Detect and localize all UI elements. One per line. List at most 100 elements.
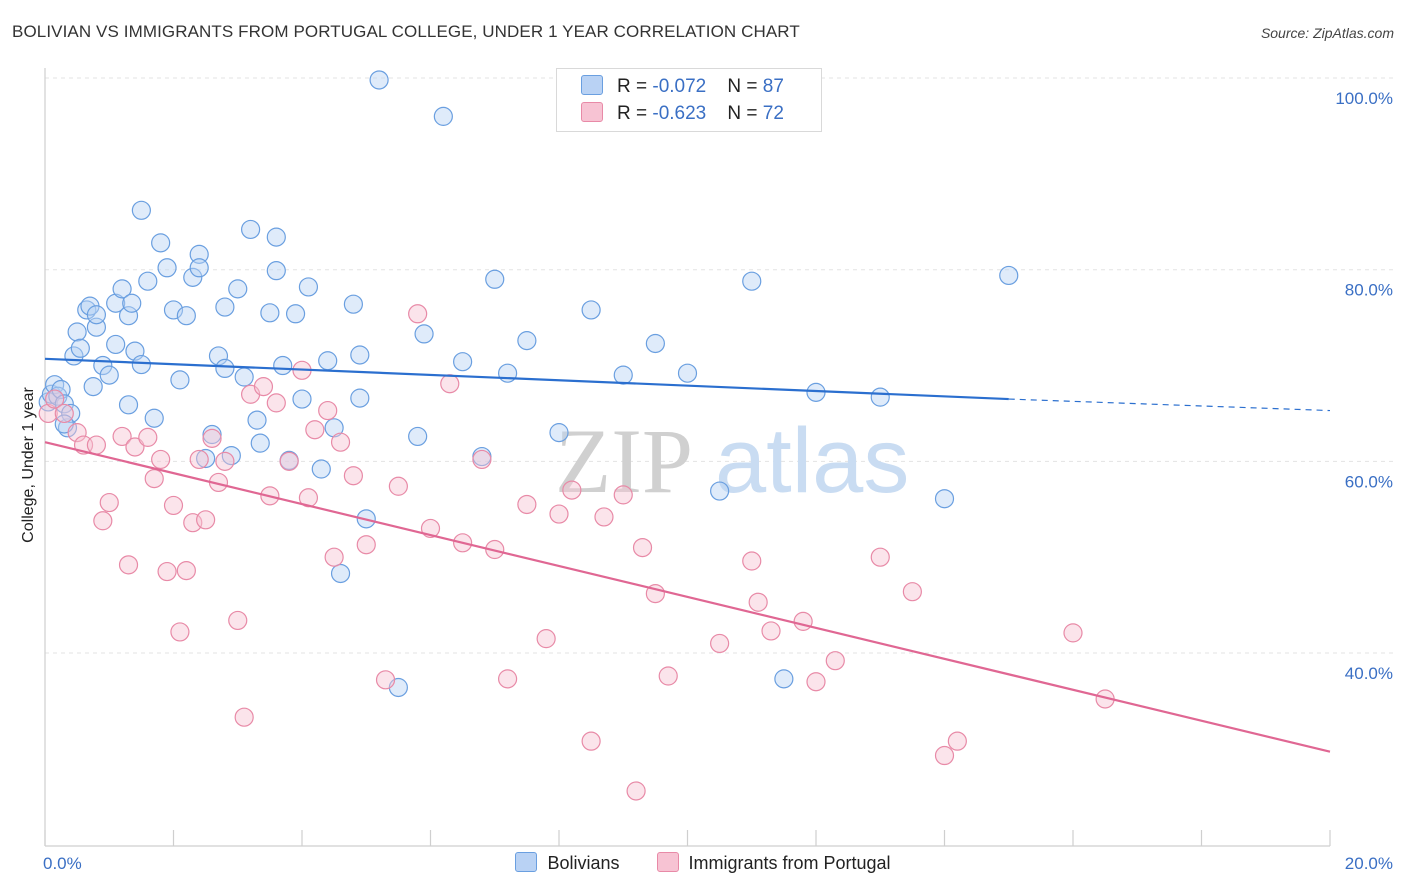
point-bolivians (311, 459, 331, 479)
legend-item-immigrants-from-portugal[interactable]: Immigrants from Portugal (656, 852, 891, 874)
point-portugal (138, 427, 158, 447)
point-portugal (870, 547, 890, 567)
series-bolivians (38, 70, 1019, 698)
series-immigrants-from-portugal (38, 304, 1115, 801)
stats-legend: R = -0.072 N = 87 R = -0.623 N = 72 (556, 68, 822, 132)
point-bolivians (414, 324, 434, 344)
chart-title: BOLIVIAN VS IMMIGRANTS FROM PORTUGAL COL… (12, 22, 800, 41)
point-bolivians (106, 334, 126, 355)
n-label: N = (727, 76, 763, 97)
point-portugal (112, 426, 132, 447)
point-portugal (196, 510, 216, 530)
point-portugal (67, 423, 87, 443)
point-portugal (356, 535, 376, 555)
point-portugal (1063, 623, 1083, 643)
point-portugal (45, 389, 65, 409)
point-portugal (144, 468, 164, 489)
point-portugal (934, 745, 955, 766)
point-portugal (388, 476, 408, 496)
legend-label: Bolivians (547, 853, 620, 873)
point-portugal (202, 428, 222, 448)
point-bolivians (241, 219, 261, 240)
point-portugal (825, 651, 845, 671)
point-portugal (163, 495, 184, 516)
point-portugal (440, 374, 460, 394)
point-bolivians (369, 70, 389, 90)
point-bolivians (645, 333, 665, 354)
stats-row-portugal: R = -0.623 N = 72 (581, 102, 784, 126)
point-portugal (86, 435, 107, 455)
point-bolivians (324, 418, 344, 438)
point-portugal (228, 610, 248, 631)
point-bolivians (99, 365, 119, 385)
point-bolivians (118, 395, 139, 415)
point-bolivians (350, 388, 370, 408)
point-portugal (151, 449, 171, 470)
point-bolivians (67, 322, 87, 342)
legend-swatch-blue (515, 852, 538, 872)
n-value: 72 (762, 103, 784, 124)
point-portugal (157, 561, 177, 582)
point-bolivians (131, 200, 151, 220)
watermark-zip: ZIP (555, 410, 693, 512)
stats-row-bolivians: R = -0.072 N = 87 (581, 75, 784, 99)
point-portugal (806, 672, 826, 692)
trend-line-portugal (44, 441, 1331, 753)
y-tick-label: 80.0% (1345, 281, 1393, 300)
axes (44, 68, 1331, 847)
point-portugal (266, 393, 286, 413)
point-bolivians (934, 489, 955, 509)
r-value: -0.623 (652, 103, 707, 124)
trend-line-bolivians-extension (1008, 398, 1331, 412)
point-bolivians (215, 297, 235, 317)
point-bolivians (330, 563, 351, 584)
point-portugal (54, 403, 74, 424)
point-portugal (99, 492, 119, 513)
n-value: 87 (762, 76, 784, 97)
point-portugal (125, 437, 145, 457)
point-bolivians (677, 363, 698, 383)
point-bolivians (208, 346, 229, 366)
point-portugal (305, 420, 325, 440)
point-portugal (170, 622, 190, 642)
tick-labels: 40.0% 60.0% 80.0% 100.0% 0.0% 20.0% (43, 89, 1393, 873)
legend-item-bolivians[interactable]: Bolivians (515, 852, 619, 874)
y-axis-title: College, Under 1 year (20, 387, 37, 543)
point-bolivians (151, 233, 171, 253)
point-portugal (632, 537, 653, 558)
point-portugal (658, 666, 678, 686)
point-bolivians (112, 279, 132, 299)
point-portugal (517, 494, 537, 515)
point-portugal (375, 670, 396, 690)
point-bolivians (870, 387, 890, 407)
point-portugal (118, 555, 139, 575)
point-bolivians (266, 261, 286, 281)
point-portugal (343, 466, 363, 486)
point-bolivians (742, 271, 762, 291)
r-value: -0.072 (652, 76, 707, 97)
point-bolivians (260, 303, 280, 323)
legend-label: Immigrants from Portugal (688, 853, 891, 873)
point-bolivians (549, 423, 569, 443)
legend-swatch-pink (581, 102, 603, 122)
watermark: ZIP atlas (555, 410, 909, 512)
legend-swatch-blue (581, 75, 603, 95)
point-bolivians (266, 227, 286, 247)
point-bolivians (61, 403, 81, 424)
r-label: R = (617, 103, 653, 124)
point-portugal (215, 451, 235, 471)
point-bolivians (215, 358, 235, 378)
point-bolivians (106, 293, 126, 313)
point-portugal (761, 621, 781, 641)
point-portugal (613, 485, 633, 505)
trend-lines (44, 357, 1331, 753)
point-portugal (581, 731, 601, 751)
point-portugal (710, 633, 730, 654)
point-portugal (38, 403, 58, 424)
point-bolivians (122, 293, 142, 313)
y-tick-label: 40.0% (1345, 664, 1393, 683)
point-portugal (562, 480, 582, 500)
point-bolivians (581, 300, 601, 320)
point-bolivians (196, 448, 216, 469)
trend-line-bolivians (44, 357, 1009, 401)
